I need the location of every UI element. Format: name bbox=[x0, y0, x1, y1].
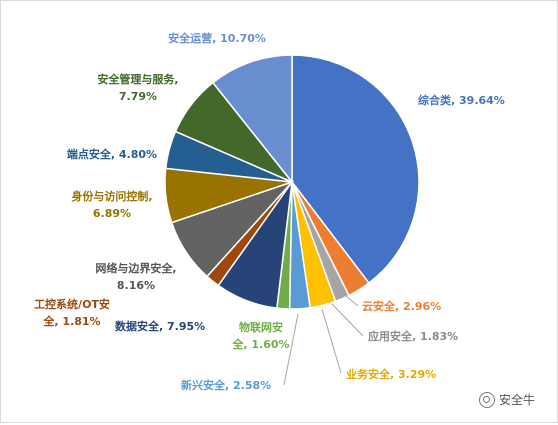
watermark: 安全牛 bbox=[479, 391, 535, 408]
leader-line bbox=[345, 295, 359, 307]
data-label: 新兴安全, 2.58% bbox=[181, 378, 271, 392]
data-label: 身份与访问控制, 6.89% bbox=[71, 189, 152, 220]
data-label: 业务安全, 3.29% bbox=[346, 367, 436, 381]
data-label: 应用安全, 1.83% bbox=[368, 329, 458, 343]
pie-slice bbox=[291, 54, 420, 285]
watermark-text: 安全牛 bbox=[499, 393, 536, 407]
data-label: 网络与边界安全, 8.16% bbox=[95, 261, 176, 292]
data-label: 物联网安全, 1.60% bbox=[231, 320, 289, 351]
leader-line bbox=[283, 313, 299, 386]
pie-slice bbox=[211, 54, 293, 185]
wechat-bubble-icon bbox=[479, 391, 495, 408]
data-label: 云安全, 2.96% bbox=[362, 299, 441, 313]
data-label: 工控系统/OT安全, 1.81% bbox=[34, 297, 110, 328]
data-label: 综合类, 39.64% bbox=[418, 93, 505, 107]
leader-line bbox=[321, 308, 342, 374]
leader-line bbox=[331, 303, 364, 337]
data-label: 端点安全, 4.80% bbox=[67, 147, 157, 161]
data-label: 安全管理与服务, 7.79% bbox=[97, 72, 178, 103]
data-label: 安全运营, 10.70% bbox=[168, 31, 266, 45]
data-label: 数据安全, 7.95% bbox=[115, 319, 205, 333]
